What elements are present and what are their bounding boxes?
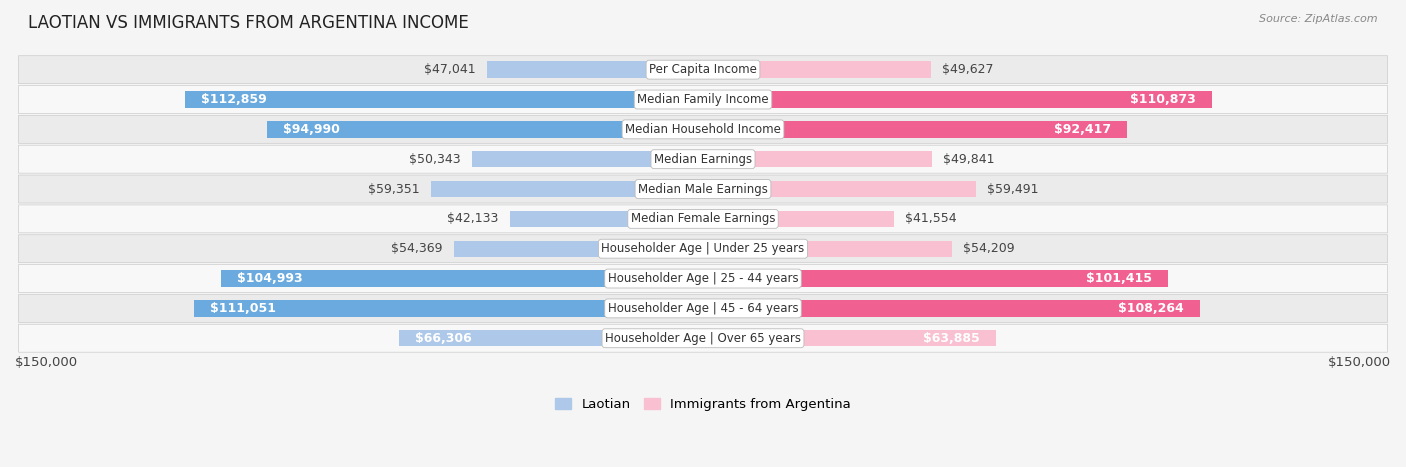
Text: Householder Age | Over 65 years: Householder Age | Over 65 years (605, 332, 801, 345)
Text: Median Female Earnings: Median Female Earnings (631, 212, 775, 226)
Bar (510, 211, 703, 227)
Bar (703, 151, 932, 167)
Legend: Laotian, Immigrants from Argentina: Laotian, Immigrants from Argentina (550, 393, 856, 417)
Text: Per Capita Income: Per Capita Income (650, 63, 756, 76)
FancyBboxPatch shape (18, 265, 1388, 292)
Text: $150,000: $150,000 (15, 356, 79, 369)
Text: $63,885: $63,885 (924, 332, 980, 345)
Bar (430, 181, 703, 197)
Text: Median Family Income: Median Family Income (637, 93, 769, 106)
Text: Householder Age | Under 25 years: Householder Age | Under 25 years (602, 242, 804, 255)
Bar (454, 241, 703, 257)
Text: $104,993: $104,993 (238, 272, 304, 285)
Text: $150,000: $150,000 (1327, 356, 1391, 369)
Text: $66,306: $66,306 (415, 332, 471, 345)
FancyBboxPatch shape (18, 56, 1388, 84)
Bar (703, 270, 1168, 287)
Text: $47,041: $47,041 (425, 63, 475, 76)
FancyBboxPatch shape (18, 115, 1388, 143)
Text: Median Household Income: Median Household Income (626, 123, 780, 136)
Text: $92,417: $92,417 (1053, 123, 1111, 136)
Text: $41,554: $41,554 (905, 212, 956, 226)
Text: $108,264: $108,264 (1118, 302, 1184, 315)
Bar (194, 300, 703, 317)
Text: LAOTIAN VS IMMIGRANTS FROM ARGENTINA INCOME: LAOTIAN VS IMMIGRANTS FROM ARGENTINA INC… (28, 14, 468, 32)
Text: $94,990: $94,990 (284, 123, 340, 136)
FancyBboxPatch shape (18, 205, 1388, 233)
Bar (186, 92, 703, 108)
Bar (703, 300, 1199, 317)
Text: $54,209: $54,209 (963, 242, 1015, 255)
Text: $42,133: $42,133 (447, 212, 498, 226)
Bar (703, 62, 931, 78)
FancyBboxPatch shape (18, 235, 1388, 262)
FancyBboxPatch shape (18, 175, 1388, 203)
Bar (472, 151, 703, 167)
Bar (703, 330, 995, 347)
Text: $54,369: $54,369 (391, 242, 441, 255)
FancyBboxPatch shape (18, 85, 1388, 113)
Text: Source: ZipAtlas.com: Source: ZipAtlas.com (1260, 14, 1378, 24)
Bar (703, 92, 1212, 108)
Text: $101,415: $101,415 (1085, 272, 1152, 285)
Bar (267, 121, 703, 138)
Text: $110,873: $110,873 (1130, 93, 1195, 106)
FancyBboxPatch shape (18, 145, 1388, 173)
Text: $50,343: $50,343 (409, 153, 461, 166)
Bar (703, 241, 952, 257)
Text: Median Earnings: Median Earnings (654, 153, 752, 166)
Bar (703, 211, 894, 227)
Text: Householder Age | 25 - 44 years: Householder Age | 25 - 44 years (607, 272, 799, 285)
Text: $49,841: $49,841 (943, 153, 994, 166)
FancyBboxPatch shape (18, 324, 1388, 352)
Text: Median Male Earnings: Median Male Earnings (638, 183, 768, 196)
Bar (399, 330, 703, 347)
Bar (703, 121, 1126, 138)
Text: $49,627: $49,627 (942, 63, 994, 76)
Text: $111,051: $111,051 (209, 302, 276, 315)
Bar (488, 62, 703, 78)
Text: Householder Age | 45 - 64 years: Householder Age | 45 - 64 years (607, 302, 799, 315)
Bar (221, 270, 703, 287)
Bar (703, 181, 976, 197)
FancyBboxPatch shape (18, 294, 1388, 322)
Text: $112,859: $112,859 (201, 93, 267, 106)
Text: $59,351: $59,351 (368, 183, 419, 196)
Text: $59,491: $59,491 (987, 183, 1039, 196)
